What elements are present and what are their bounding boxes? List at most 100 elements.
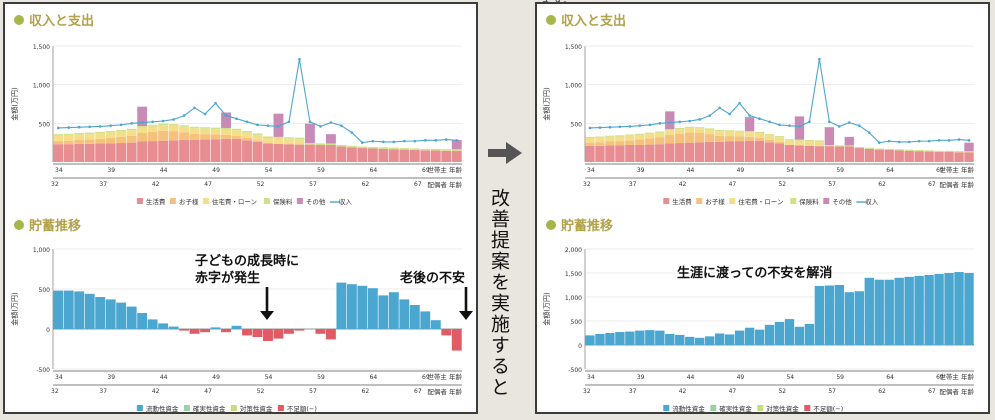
savings-bar [894, 277, 904, 345]
bar-segment [242, 132, 252, 139]
title-bullet-icon [546, 220, 556, 230]
income-point [151, 120, 154, 124]
bar-segment [231, 128, 242, 131]
bar-segment [294, 144, 305, 162]
bar-segment [665, 111, 675, 130]
age-tick-label: 49 [737, 374, 745, 381]
bar-segment [665, 130, 675, 135]
income-point [897, 140, 901, 144]
legend-label: 流動性資金 [146, 404, 179, 413]
bar-segment [252, 140, 263, 142]
bar-segment [884, 148, 894, 151]
bar-segment [95, 143, 106, 162]
bar-segment [105, 143, 116, 162]
legend-swatch [183, 405, 190, 411]
bar-segment [894, 150, 904, 162]
legend-label: お子様 [705, 197, 725, 206]
bar-segment [814, 146, 825, 162]
legend-label: 保険料 [799, 197, 819, 206]
bar-segment [231, 130, 242, 136]
bar-segment [605, 145, 615, 162]
bar-segment [263, 138, 273, 144]
bar-segment [714, 129, 725, 132]
bar-segment [441, 149, 452, 151]
legend-label: 保険料 [273, 197, 293, 206]
bar-segment [147, 124, 158, 127]
legend-swatch [757, 405, 764, 411]
age-tick-label: 57 [309, 181, 317, 188]
bar-segment [784, 139, 795, 141]
bar-segment [864, 147, 874, 149]
bar-segment [63, 144, 74, 162]
income-point [668, 121, 672, 124]
legend-label: 不足額(−) [287, 404, 317, 413]
bar-segment [764, 135, 775, 140]
income-point [329, 121, 333, 124]
legend-swatch [790, 198, 797, 204]
age-tick-label: 64 [886, 167, 894, 174]
bar-segment [84, 134, 95, 140]
income-point [828, 120, 831, 124]
savings-bar [874, 279, 884, 345]
bar-segment [695, 133, 705, 143]
bar-segment [126, 130, 137, 136]
bar-segment [367, 148, 378, 162]
y-tick-label: 1,000 [33, 83, 50, 90]
income-point [838, 125, 841, 128]
bar-segment [147, 131, 158, 142]
savings-bar [704, 336, 715, 345]
bar-segment [724, 131, 735, 137]
bar-segment [116, 131, 127, 137]
bar-segment [231, 138, 242, 162]
bar-segment [824, 127, 835, 145]
savings-bar [774, 321, 785, 345]
bar-segment [635, 133, 645, 135]
bar-segment [595, 142, 605, 146]
bar-segment [774, 136, 785, 138]
age-tick-label: 39 [637, 167, 645, 174]
bar-segment [252, 141, 263, 162]
bar-segment [53, 134, 64, 136]
legend-swatch [202, 198, 209, 204]
age-tick-label: 52 [778, 181, 786, 188]
bar-segment [399, 148, 410, 150]
age-axis-label-1: 世帯主 年齢 [427, 372, 462, 381]
savings-bar [147, 319, 158, 329]
bar-segment [585, 136, 595, 139]
savings-bar [734, 330, 745, 345]
income-point [638, 124, 642, 127]
income-point [119, 123, 123, 127]
age-tick-label: 57 [828, 388, 836, 395]
bar-segment [734, 141, 745, 162]
income-point [245, 120, 249, 124]
legend-label: 住宅費・ローン [212, 197, 257, 206]
bar-segment [273, 143, 284, 162]
age-tick-label: 39 [637, 374, 645, 381]
legend-swatch [263, 198, 270, 204]
bar-segment [964, 151, 974, 153]
bar-segment [200, 127, 211, 129]
annotation-text: 子どもの成長時に [195, 253, 299, 269]
age-tick-label: 57 [828, 181, 836, 188]
legend-swatch [663, 198, 670, 204]
bar-segment [221, 138, 231, 162]
bar-segment [179, 132, 190, 140]
age-tick-label: 47 [204, 181, 212, 188]
income-point [340, 124, 343, 127]
savings-bar [754, 329, 765, 345]
income-point [172, 118, 175, 121]
bar-segment [914, 151, 924, 162]
legend-label: 生活費 [146, 197, 166, 206]
bar-segment [168, 125, 179, 132]
bar-segment [126, 142, 137, 162]
bar-segment [934, 151, 944, 162]
bar-segment [854, 146, 864, 149]
bar-segment [704, 129, 715, 135]
income-point [798, 125, 801, 128]
bar-segment [814, 141, 825, 147]
income-point [788, 124, 791, 127]
bar-segment [824, 144, 835, 147]
savings-bar [441, 329, 452, 336]
age-tick-label: 32 [51, 388, 59, 395]
